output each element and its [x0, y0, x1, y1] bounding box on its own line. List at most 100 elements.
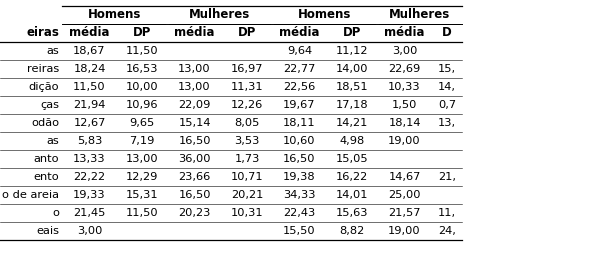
Text: 15,63: 15,63: [336, 208, 368, 218]
Text: 21,57: 21,57: [388, 208, 421, 218]
Text: 14,00: 14,00: [336, 64, 368, 74]
Text: 36,00: 36,00: [178, 154, 211, 164]
Text: 25,00: 25,00: [388, 190, 421, 200]
Text: ento: ento: [33, 172, 59, 182]
Text: 18,11: 18,11: [283, 118, 316, 128]
Text: anto: anto: [33, 154, 59, 164]
Text: 3,00: 3,00: [392, 46, 417, 56]
Text: 16,22: 16,22: [336, 172, 368, 182]
Text: 11,31: 11,31: [231, 82, 263, 92]
Text: 8,05: 8,05: [234, 118, 260, 128]
Text: 13,00: 13,00: [126, 154, 159, 164]
Text: 15,14: 15,14: [178, 118, 211, 128]
Text: odão: odão: [31, 118, 59, 128]
Text: 8,82: 8,82: [339, 226, 365, 236]
Text: 22,69: 22,69: [389, 64, 421, 74]
Text: 20,21: 20,21: [231, 190, 263, 200]
Text: 19,67: 19,67: [283, 100, 316, 110]
Text: média: média: [384, 26, 425, 39]
Text: 5,83: 5,83: [77, 136, 102, 146]
Text: 24,: 24,: [438, 226, 456, 236]
Text: 21,: 21,: [438, 172, 456, 182]
Text: 16,50: 16,50: [178, 136, 211, 146]
Text: 22,56: 22,56: [283, 82, 316, 92]
Text: 14,01: 14,01: [336, 190, 368, 200]
Text: 1,50: 1,50: [392, 100, 417, 110]
Text: eais: eais: [36, 226, 59, 236]
Text: 16,53: 16,53: [126, 64, 159, 74]
Text: 18,67: 18,67: [73, 46, 105, 56]
Text: 12,29: 12,29: [126, 172, 158, 182]
Text: média: média: [69, 26, 110, 39]
Text: 19,00: 19,00: [388, 136, 421, 146]
Text: 19,00: 19,00: [388, 226, 421, 236]
Text: 22,43: 22,43: [283, 208, 316, 218]
Text: as: as: [46, 46, 59, 56]
Text: 15,05: 15,05: [336, 154, 368, 164]
Text: 9,65: 9,65: [129, 118, 154, 128]
Text: 34,33: 34,33: [283, 190, 316, 200]
Text: 17,18: 17,18: [336, 100, 368, 110]
Text: 18,24: 18,24: [73, 64, 105, 74]
Text: 11,50: 11,50: [73, 82, 106, 92]
Text: 22,77: 22,77: [283, 64, 316, 74]
Text: 15,31: 15,31: [126, 190, 159, 200]
Text: 22,22: 22,22: [73, 172, 105, 182]
Text: 20,23: 20,23: [178, 208, 211, 218]
Text: média: média: [174, 26, 215, 39]
Text: 11,12: 11,12: [336, 46, 368, 56]
Text: D: D: [442, 26, 452, 39]
Text: 3,53: 3,53: [234, 136, 260, 146]
Text: Homens: Homens: [298, 8, 351, 21]
Text: 13,00: 13,00: [178, 64, 211, 74]
Text: 12,67: 12,67: [73, 118, 105, 128]
Text: 10,31: 10,31: [231, 208, 263, 218]
Text: o: o: [52, 208, 59, 218]
Text: 16,50: 16,50: [283, 154, 316, 164]
Text: 14,21: 14,21: [336, 118, 368, 128]
Text: 12,26: 12,26: [231, 100, 263, 110]
Text: 21,94: 21,94: [73, 100, 105, 110]
Text: 14,: 14,: [438, 82, 456, 92]
Text: 22,09: 22,09: [178, 100, 211, 110]
Text: média: média: [280, 26, 319, 39]
Text: 13,33: 13,33: [73, 154, 106, 164]
Text: Homens: Homens: [88, 8, 141, 21]
Text: 10,96: 10,96: [126, 100, 159, 110]
Text: eiras: eiras: [26, 26, 59, 39]
Text: 16,97: 16,97: [231, 64, 263, 74]
Text: 23,66: 23,66: [178, 172, 210, 182]
Text: Mulheres: Mulheres: [189, 8, 250, 21]
Text: 11,: 11,: [438, 208, 456, 218]
Text: 13,: 13,: [438, 118, 456, 128]
Text: 13,00: 13,00: [178, 82, 211, 92]
Text: 19,38: 19,38: [283, 172, 316, 182]
Text: DP: DP: [343, 26, 361, 39]
Text: 15,50: 15,50: [283, 226, 316, 236]
Text: 14,67: 14,67: [389, 172, 421, 182]
Text: 18,14: 18,14: [388, 118, 421, 128]
Text: Mulheres: Mulheres: [389, 8, 450, 21]
Text: 1,73: 1,73: [234, 154, 260, 164]
Text: 9,64: 9,64: [287, 46, 312, 56]
Text: dição: dição: [29, 82, 59, 92]
Text: 4,98: 4,98: [339, 136, 365, 146]
Text: 10,00: 10,00: [126, 82, 159, 92]
Text: DP: DP: [133, 26, 151, 39]
Text: 10,60: 10,60: [283, 136, 316, 146]
Text: 0,7: 0,7: [438, 100, 456, 110]
Text: 3,00: 3,00: [77, 226, 102, 236]
Text: 7,19: 7,19: [129, 136, 155, 146]
Text: 10,71: 10,71: [231, 172, 263, 182]
Text: 10,33: 10,33: [388, 82, 421, 92]
Text: 18,51: 18,51: [336, 82, 368, 92]
Text: 11,50: 11,50: [126, 46, 159, 56]
Text: o de areia: o de areia: [2, 190, 59, 200]
Text: 15,: 15,: [438, 64, 456, 74]
Text: 19,33: 19,33: [73, 190, 106, 200]
Text: 16,50: 16,50: [178, 190, 211, 200]
Text: 21,45: 21,45: [73, 208, 105, 218]
Text: DP: DP: [238, 26, 256, 39]
Text: 11,50: 11,50: [126, 208, 159, 218]
Text: reiras: reiras: [27, 64, 59, 74]
